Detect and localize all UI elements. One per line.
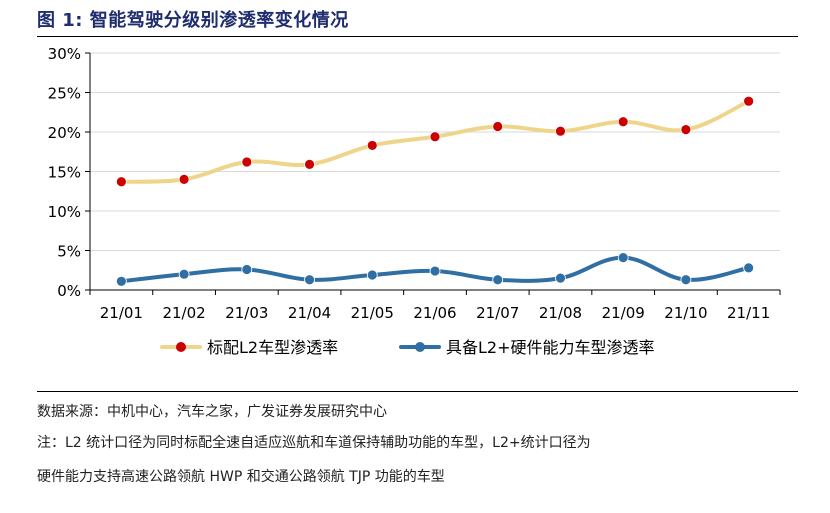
data-point [680,124,692,136]
legend-swatch-marker [176,342,186,352]
data-point [555,272,566,284]
data-point [617,116,629,128]
legend-item-2: 具备L2+硬件能力车型渗透率 [399,338,655,357]
legend-label: 具备L2+硬件能力车型渗透率 [446,338,655,357]
x-tick-label: 21/03 [225,304,268,322]
data-point [429,131,441,143]
data-point [304,274,315,286]
data-point [366,269,378,281]
data-point [429,265,441,277]
x-tick-label: 21/04 [288,304,331,322]
axes: 0% 5% 10% 15% 20% 25% 30% 21/01 21/02 21/03 21/04 2… [48,45,781,322]
gridlines [90,52,780,251]
x-tick-label: 21/09 [602,304,645,322]
data-point [492,121,504,132]
y-tick-label: 15% [48,164,81,182]
data-point [178,173,190,185]
x-tick-label: 21/06 [413,304,456,322]
x-tick-label: 21/02 [162,304,205,322]
legend-label: 标配L2车型渗透率 [207,338,338,357]
y-tick-label: 25% [48,85,81,103]
figure-title: 图 1: 智能驾驶分级别渗透率变化情况 [37,10,349,31]
data-point [241,264,253,275]
x-tick-label: 21/11 [727,304,770,322]
data-point [115,275,127,287]
y-tick-label: 0% [57,282,81,300]
source-note: 数据来源：中机中心，汽车之家，广发证券发展研究中心 [37,404,387,420]
data-point [115,176,127,188]
data-point [178,268,190,280]
footnote-line-2: 硬件能力支持高速公路领航 HWP 和交通公路领航 TJP 功能的车型 [37,469,445,485]
data-point [743,95,755,107]
y-tick-label: 20% [48,124,81,142]
y-tick-label: 30% [48,45,81,63]
x-tick-label: 21/08 [539,304,582,322]
data-point [366,140,378,151]
data-point [555,125,566,137]
x-tick-label: 21/07 [476,304,519,322]
series-1 [115,95,755,188]
data-point [617,252,629,264]
x-tick-label: 21/01 [100,304,143,322]
legend: 标配L2车型渗透率 具备L2+硬件能力车型渗透率 [160,338,655,357]
data-point [680,274,692,286]
x-tick-label: 21/05 [351,304,394,322]
line-chart: 0% 5% 10% 15% 20% 25% 30% 21/01 21/02 21/03 21/04 2… [48,45,781,357]
legend-swatch-marker [415,342,425,352]
y-tick-label: 10% [48,203,81,221]
series-2 [115,252,755,287]
legend-item-1: 标配L2车型渗透率 [160,338,338,357]
data-point [492,274,504,286]
title-rule [37,36,798,37]
y-tick-label: 5% [57,243,81,261]
data-point [241,156,253,168]
data-point [304,158,315,170]
footnote-line-1: 注：L2 统计口径为同时标配全速自适应巡航和车道保持辅助功能的车型，L2+统计口… [37,435,591,451]
footer-rule [37,391,798,392]
x-tick-label: 21/10 [664,304,707,322]
series [115,95,755,287]
data-point [743,262,755,274]
